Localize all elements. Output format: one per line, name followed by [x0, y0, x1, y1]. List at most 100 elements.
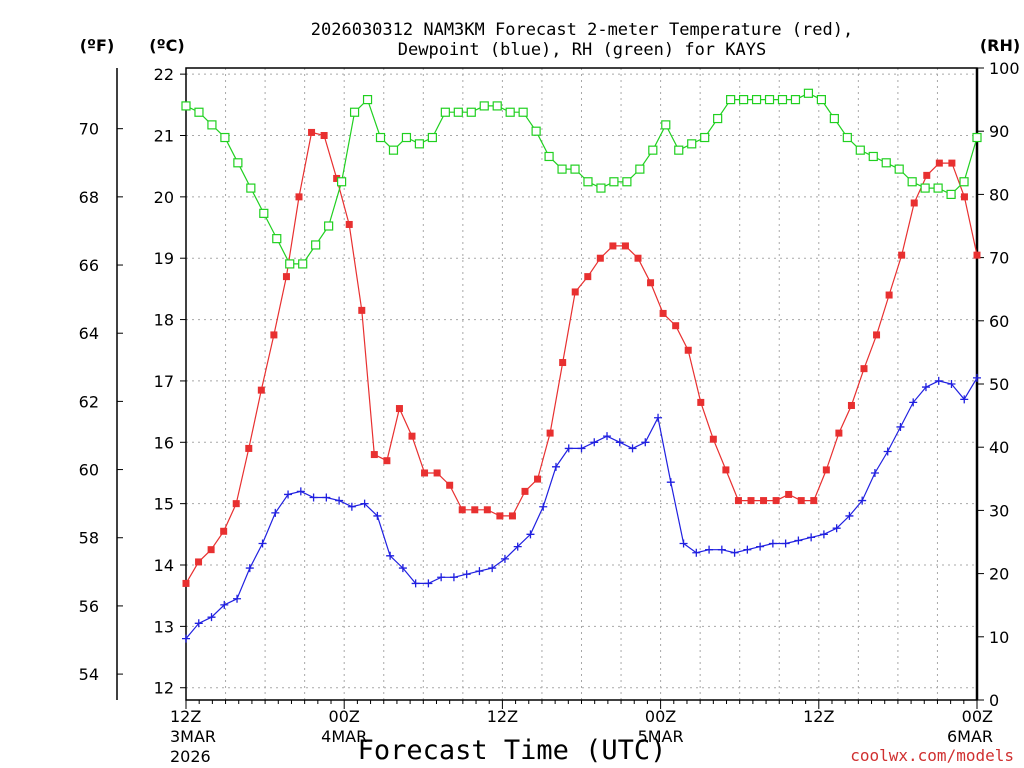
rh-point — [233, 158, 243, 168]
rh-point — [648, 145, 658, 155]
dewpoint-point — [883, 447, 892, 456]
2-meter-temperature-point — [923, 171, 931, 179]
fahrenheit-tick-label: 58 — [79, 529, 99, 548]
rh-point — [777, 94, 788, 105]
dewpoint-point — [207, 613, 216, 622]
rh-tick-label: 10 — [989, 628, 1009, 647]
2-meter-temperature-point — [910, 199, 918, 207]
2-meter-temperature-point — [747, 497, 755, 505]
dewpoint-point — [296, 487, 305, 496]
rh-tick-label: 60 — [989, 312, 1009, 331]
dewpoint-point — [245, 564, 254, 573]
rh-tick-label: 100 — [989, 59, 1020, 78]
dewpoint-point — [322, 493, 331, 502]
rh-point — [414, 139, 425, 149]
celsius-unit-label: (ºC) — [149, 36, 184, 55]
dewpoint-point — [475, 567, 484, 576]
x-tick-year-label: 2026 — [170, 747, 211, 766]
2-meter-temperature-point — [471, 506, 479, 514]
2-meter-temperature-point — [898, 251, 906, 259]
x-tick-label: 00Z — [329, 707, 360, 726]
rh-point — [220, 132, 230, 143]
2-meter-temperature-point — [760, 497, 768, 505]
celsius-tick-label: 22 — [154, 65, 174, 84]
dewpoint-point — [654, 413, 663, 422]
2-meter-temperature-point — [973, 251, 981, 259]
celsius-tick-label: 13 — [154, 617, 174, 636]
2-meter-temperature-point — [672, 322, 680, 330]
rh-point — [868, 151, 878, 162]
2-meter-temperature-point — [584, 273, 592, 281]
dewpoint-point — [194, 619, 203, 628]
2-meter-temperature-point — [960, 193, 968, 201]
celsius-tick-label: 16 — [154, 433, 174, 452]
rh-point — [726, 94, 736, 105]
dewpoint-point — [705, 545, 714, 554]
x-tick-label: 00Z — [962, 707, 993, 726]
dewpoint-point — [692, 548, 701, 557]
rh-point — [207, 120, 217, 130]
dewpoint-point — [309, 493, 318, 502]
2-meter-temperature-point — [521, 487, 529, 495]
2-meter-temperature-point — [885, 291, 893, 299]
2-meter-temperature-point — [609, 242, 617, 250]
2-meter-temperature-point — [571, 288, 579, 296]
fahrenheit-tick-label: 66 — [79, 256, 99, 275]
dewpoint-point — [909, 398, 918, 407]
rh-tick-label: 50 — [989, 375, 1009, 394]
rh-point — [738, 94, 749, 105]
rh-point — [972, 132, 982, 143]
rh-point — [894, 164, 904, 174]
2-meter-temperature-point — [182, 579, 190, 587]
rh-point — [298, 259, 308, 269]
dewpoint-point — [373, 511, 382, 520]
rh-point — [596, 183, 606, 193]
dewpoint-point — [513, 542, 522, 551]
celsius-tick-label: 19 — [154, 249, 174, 268]
rh-tick-label: 0 — [989, 691, 999, 710]
rh-point — [933, 183, 943, 193]
rh-tick-label: 70 — [989, 249, 1009, 268]
rh-tick-label: 80 — [989, 185, 1009, 204]
rh-point — [259, 208, 269, 218]
rh-point — [324, 221, 334, 231]
2-meter-temperature-point — [220, 527, 228, 535]
x-tick-date-label: 5MAR — [638, 727, 684, 746]
celsius-tick-label: 21 — [154, 126, 174, 145]
2-meter-temperature-point — [483, 506, 491, 514]
rh-point — [181, 101, 191, 111]
celsius-tick-label: 12 — [154, 679, 174, 698]
celsius-tick-label: 17 — [154, 372, 174, 391]
dewpoint-point — [590, 438, 599, 447]
2-meter-temperature-point — [860, 365, 868, 373]
2-meter-temperature-point — [546, 429, 554, 437]
rh-point — [401, 132, 412, 143]
dewpoint-point — [934, 376, 943, 385]
2-meter-temperature-point — [785, 490, 793, 498]
dewpoint-point — [462, 570, 471, 579]
2-meter-temperature-point — [270, 331, 278, 339]
rh-point — [816, 94, 826, 105]
2-meter-temperature-point — [282, 273, 290, 281]
dewpoint-point — [628, 444, 637, 453]
rh-point — [440, 107, 450, 117]
2-meter-temperature-point — [320, 131, 328, 139]
dewpoint-point — [743, 545, 752, 554]
2-meter-temperature-point — [295, 193, 303, 201]
2-meter-temperature-point — [534, 475, 542, 483]
2-meter-temperature-point — [810, 497, 818, 505]
2-meter-temperature-point — [647, 279, 655, 287]
2-meter-temperature-point — [257, 386, 265, 394]
2-meter-temperature-point — [797, 497, 805, 505]
2-meter-temperature-point — [835, 429, 843, 437]
dewpoint-point — [220, 600, 229, 609]
rh-line — [185, 92, 978, 265]
rh-tick-label: 90 — [989, 122, 1009, 141]
rh-point — [713, 113, 723, 124]
dewpoint-point — [577, 444, 586, 453]
rh-point — [764, 94, 775, 105]
rh-tick-label: 40 — [989, 438, 1009, 457]
rh-point — [272, 234, 282, 244]
dewpoint-point — [603, 432, 612, 441]
